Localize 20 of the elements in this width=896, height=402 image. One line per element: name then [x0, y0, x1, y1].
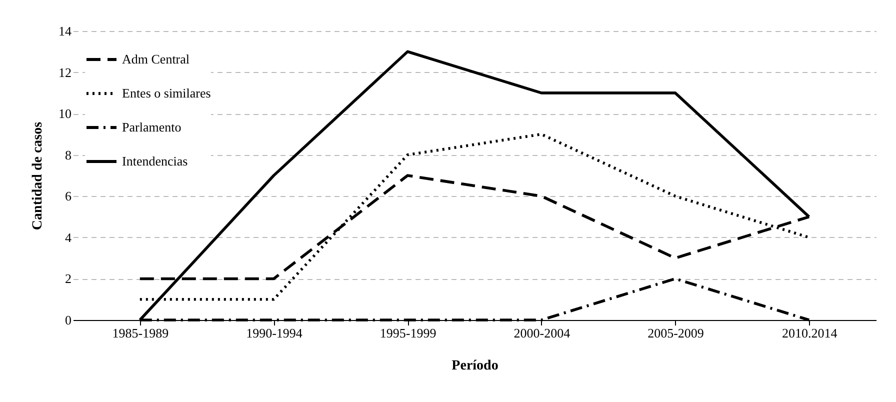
x-tick-label: 1995-1999 — [380, 326, 436, 340]
y-tick-label: 8 — [65, 147, 72, 162]
y-tick-label: 14 — [58, 24, 72, 38]
legend-label: Entes o similares — [122, 86, 211, 100]
legend-label: Parlamento — [122, 120, 182, 134]
y-tick-label: 6 — [65, 188, 72, 204]
y-axis-title: Cantidad de casos — [30, 121, 46, 230]
y-tick-label: 0 — [65, 312, 72, 328]
y-tick-label: 4 — [65, 230, 72, 245]
y-tick-label: 2 — [65, 271, 72, 286]
x-tick-label: 2000-2004 — [514, 326, 571, 340]
y-tick-label: 10 — [58, 106, 72, 122]
legend-label: Adm Central — [122, 52, 190, 66]
x-tick-label: 1985-1989 — [112, 326, 169, 340]
x-tick-label: 2005-2009 — [648, 326, 704, 340]
x-tick-label: 1990-1994 — [246, 326, 303, 340]
x-axis-title: Período — [452, 358, 498, 374]
x-tick-label: 2010.2014 — [782, 326, 838, 340]
y-tick-label: 12 — [58, 64, 72, 80]
legend-label: Intendencias — [122, 154, 188, 168]
